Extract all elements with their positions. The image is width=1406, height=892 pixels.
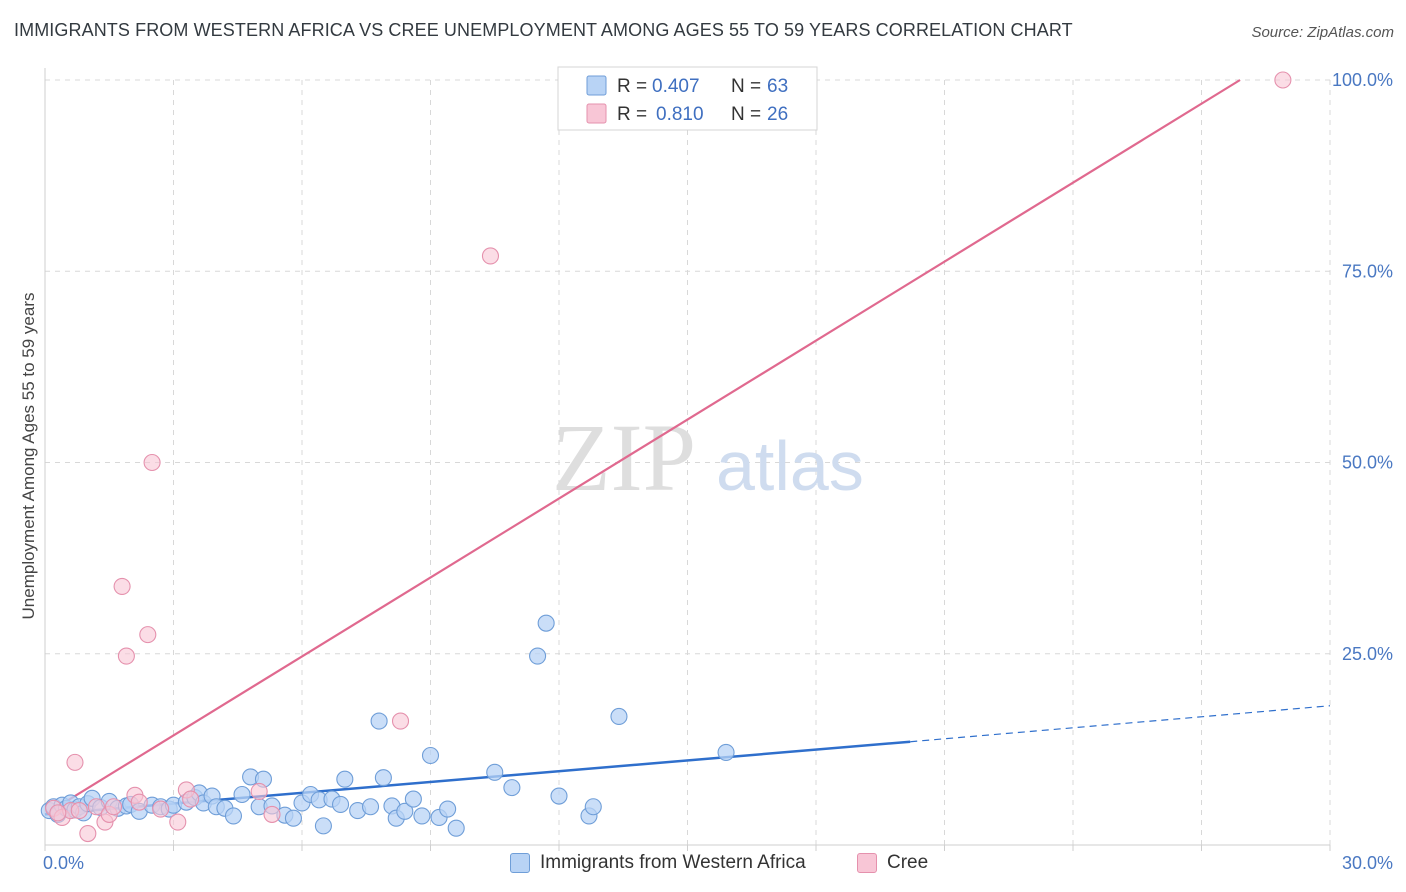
legend-n-label-2: N = bbox=[731, 104, 761, 125]
point-cree bbox=[139, 626, 157, 644]
point-cree bbox=[182, 790, 200, 808]
point-cree bbox=[130, 793, 148, 811]
y-axis-label: Unemployment Among Ages 55 to 59 years bbox=[19, 293, 38, 620]
y-tick-label: 25.0% bbox=[1342, 644, 1393, 664]
y-tick-label: 50.0% bbox=[1342, 453, 1393, 473]
point-cree bbox=[87, 798, 105, 816]
trend-line-western-africa-extension bbox=[910, 705, 1331, 743]
point-western-africa bbox=[537, 614, 555, 632]
point-western-africa bbox=[233, 785, 251, 804]
watermark-atlas: atlas bbox=[716, 427, 864, 505]
legend-label-western-africa: Immigrants from Western Africa bbox=[540, 852, 806, 873]
point-western-africa bbox=[314, 817, 332, 835]
point-western-africa bbox=[529, 647, 547, 665]
legend-n-value-2: 26 bbox=[767, 104, 788, 125]
y-tick-label: 100.0% bbox=[1332, 70, 1393, 90]
chart-title: IMMIGRANTS FROM WESTERN AFRICA VS CREE U… bbox=[14, 20, 1073, 40]
point-cree bbox=[79, 824, 97, 843]
point-western-africa bbox=[503, 779, 521, 797]
x-tick-label: 30.0% bbox=[1342, 853, 1393, 873]
series-cree-points bbox=[45, 71, 1292, 843]
point-western-africa bbox=[396, 802, 414, 820]
legend-r-value-2: 0.810 bbox=[656, 104, 704, 125]
legend-r-label-2: R = bbox=[617, 104, 647, 125]
tick-labels: 25.0% 50.0% 75.0% 100.0% 0.0% 30.0% bbox=[43, 70, 1393, 873]
legend-label-cree: Cree bbox=[887, 852, 929, 873]
point-western-africa bbox=[370, 712, 388, 730]
point-western-africa bbox=[413, 807, 431, 825]
point-western-africa bbox=[717, 743, 735, 761]
legend-swatch-pink bbox=[586, 103, 607, 124]
point-western-africa bbox=[361, 798, 380, 816]
point-cree bbox=[70, 802, 88, 820]
point-cree bbox=[1274, 71, 1292, 89]
legend-r-label-1: R = bbox=[617, 76, 647, 97]
point-cree bbox=[169, 813, 187, 831]
legend-swatch-blue bbox=[586, 75, 607, 96]
legend-item-western-africa[interactable]: Immigrants from Western Africa bbox=[510, 852, 806, 874]
point-western-africa bbox=[331, 795, 350, 814]
trend-line-cree bbox=[44, 79, 1241, 816]
point-western-africa bbox=[404, 790, 422, 808]
x-tick-label: 0.0% bbox=[43, 853, 84, 873]
point-western-africa bbox=[610, 707, 628, 726]
legend-swatch-western-africa bbox=[510, 853, 530, 873]
grid bbox=[45, 79, 1331, 845]
legend-top: R = 0.407 N = 63 R = 0.810 N = 26 bbox=[557, 66, 818, 131]
point-western-africa bbox=[584, 798, 602, 816]
point-western-africa bbox=[486, 763, 504, 781]
point-cree bbox=[49, 804, 67, 822]
y-tick-label: 75.0% bbox=[1342, 261, 1393, 281]
point-western-africa bbox=[224, 807, 243, 825]
point-western-africa bbox=[374, 769, 392, 787]
source-label: Source: ZipAtlas.com bbox=[1251, 24, 1394, 41]
point-cree bbox=[66, 753, 84, 771]
point-western-africa bbox=[439, 800, 457, 818]
point-cree bbox=[104, 798, 123, 816]
legend-n-value-1: 63 bbox=[767, 76, 788, 97]
legend-n-label-1: N = bbox=[731, 76, 761, 97]
point-cree bbox=[113, 577, 131, 595]
point-western-africa bbox=[284, 809, 302, 827]
point-cree bbox=[117, 647, 135, 665]
legend-item-cree[interactable]: Cree bbox=[857, 852, 928, 874]
point-cree bbox=[250, 782, 268, 801]
point-western-africa bbox=[336, 770, 354, 788]
point-cree bbox=[152, 800, 170, 818]
point-cree bbox=[481, 247, 500, 265]
point-western-africa bbox=[421, 746, 440, 765]
legend-swatch-cree bbox=[857, 853, 877, 873]
point-western-africa bbox=[550, 787, 568, 805]
axes bbox=[44, 68, 1331, 851]
point-cree bbox=[391, 712, 410, 730]
legend-r-value-1: 0.407 bbox=[652, 76, 700, 97]
point-western-africa bbox=[447, 819, 465, 837]
point-cree bbox=[263, 805, 281, 823]
point-cree bbox=[143, 453, 161, 472]
